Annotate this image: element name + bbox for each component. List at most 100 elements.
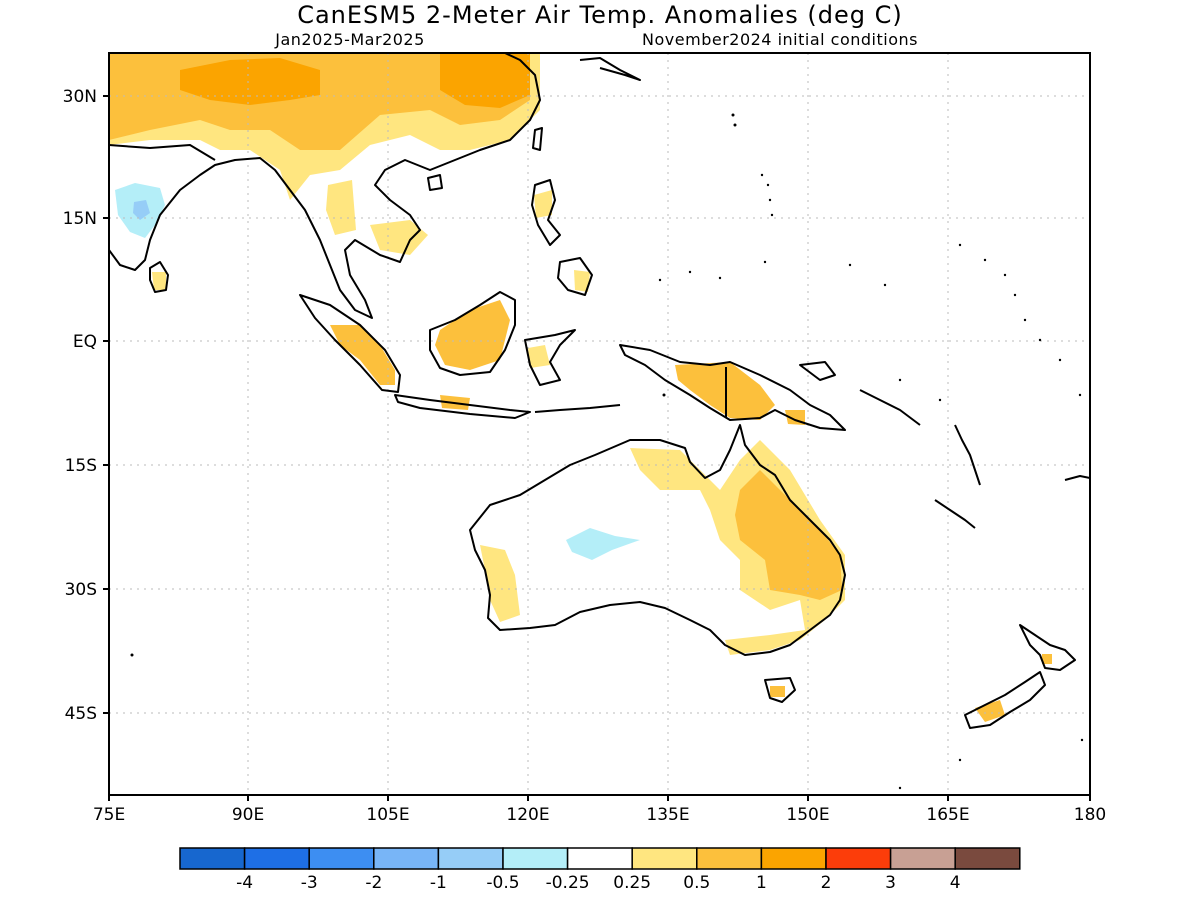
coastline-japan-ryukyu xyxy=(579,57,641,81)
anomaly-region-tasmania xyxy=(770,686,785,697)
anomaly-region-thailand xyxy=(370,220,428,255)
colorbar-swatch xyxy=(502,847,569,870)
coastline-vanuatu xyxy=(954,424,981,486)
anomaly-region-eastchina-strong xyxy=(440,53,530,108)
coastline-bismarck xyxy=(799,361,836,381)
colorbar-swatch xyxy=(889,847,956,870)
island-dot xyxy=(1080,738,1084,742)
colorbar-swatch xyxy=(437,847,504,870)
island-dot xyxy=(898,786,902,790)
anomaly-region-tibet-strong xyxy=(180,58,320,105)
coastline-borneo xyxy=(429,291,516,376)
colorbar-label: -2 xyxy=(365,873,382,893)
anomaly-region-australia-light xyxy=(630,440,845,655)
coastline-newzealand-north xyxy=(1019,624,1076,671)
lat-tick-label: 15S xyxy=(65,456,97,476)
latitude-axis: 30N 15N EQ 15S 30S 45S xyxy=(63,87,109,724)
island-dot xyxy=(983,258,987,262)
colorbar-swatch xyxy=(373,847,440,870)
coastline-solomons xyxy=(859,389,921,426)
island-dot xyxy=(958,758,962,762)
island-dot xyxy=(130,653,134,657)
island-dot xyxy=(731,113,735,117)
colorbar-swatch xyxy=(760,847,827,870)
coastline-australia xyxy=(469,424,846,656)
colorbar-label: 0.5 xyxy=(683,873,710,893)
anomaly-region-newzealand-south xyxy=(975,700,1005,722)
anomaly-region-srilanka xyxy=(152,272,166,290)
island-dot xyxy=(848,263,852,267)
coastline-taiwan xyxy=(532,127,543,151)
anomaly-region-australia-cool xyxy=(566,528,640,560)
island-dot xyxy=(763,260,767,264)
island-dot xyxy=(898,378,902,382)
island-dot xyxy=(883,283,887,287)
lon-tick-label: 120E xyxy=(506,805,549,825)
colorbar-label: -3 xyxy=(301,873,318,893)
island-dot xyxy=(718,276,722,280)
lon-tick-label: 180 xyxy=(1074,805,1106,825)
coastline-new-caledonia xyxy=(934,499,976,529)
coastline-tasmania xyxy=(764,677,796,703)
anomaly-region-newzealand-north xyxy=(1042,654,1052,664)
colorbar-swatch xyxy=(308,847,375,870)
anomaly-region-sumatra xyxy=(330,325,395,385)
lon-tick-label: 75E xyxy=(93,805,125,825)
island-dot xyxy=(658,278,662,282)
colorbar-label: -1 xyxy=(430,873,447,893)
colorbar-swatch xyxy=(566,847,633,870)
island-dot xyxy=(662,393,666,397)
lat-tick-label: 30N xyxy=(63,87,97,107)
lon-tick-label: 165E xyxy=(926,805,969,825)
island-dot xyxy=(766,183,770,187)
map-background xyxy=(109,53,1090,795)
island-dot xyxy=(688,270,692,274)
colorbar-label: 4 xyxy=(950,873,961,893)
lon-tick-label: 135E xyxy=(646,805,689,825)
colorbar-swatch xyxy=(631,847,698,870)
coastline-sulawesi xyxy=(524,329,576,386)
lat-tick-label: EQ xyxy=(73,332,97,352)
colorbar-swatch xyxy=(243,847,310,870)
coastline-philippines-luzon xyxy=(531,179,561,246)
colorbar-label: 3 xyxy=(885,873,896,893)
island-dot xyxy=(958,243,962,247)
colorbar-swatch xyxy=(825,847,892,870)
anomaly-region-mindanao xyxy=(574,270,590,292)
colorbar-swatch xyxy=(954,847,1021,870)
island-dot xyxy=(1013,293,1017,297)
coastline-layer xyxy=(109,53,1090,729)
lon-tick-label: 90E xyxy=(232,805,264,825)
island-dot xyxy=(733,123,737,127)
coastline-srilanka xyxy=(149,261,169,293)
colorbar-label: 1 xyxy=(756,873,767,893)
anomaly-region-philippines xyxy=(534,190,552,218)
map-frame xyxy=(108,52,1091,796)
map-subtitle-period: Jan2025-Mar2025 xyxy=(274,30,425,49)
island-dot xyxy=(1058,358,1062,362)
colorbar-label: 0.25 xyxy=(613,873,651,893)
lat-tick-label: 45S xyxy=(65,704,97,724)
island-dot xyxy=(1078,393,1082,397)
island-dot xyxy=(938,398,942,402)
anomaly-region-australia-west xyxy=(480,545,520,622)
lon-tick-label: 150E xyxy=(786,805,829,825)
coastline-asia xyxy=(109,53,541,319)
colorbar: -4 -3 -2 -1 -0.5 -0.25 0.25 0.5 1 2 3 4 xyxy=(179,847,1021,893)
coastline-hainan xyxy=(427,174,443,191)
lat-tick-label: 15N xyxy=(63,209,97,229)
coastline-india-east xyxy=(109,144,216,161)
colorbar-label: -0.5 xyxy=(486,873,519,893)
lat-tick-label: 30S xyxy=(65,580,97,600)
island-dot xyxy=(1023,318,1027,322)
anomaly-region-sulawesi xyxy=(528,345,550,368)
coastline-lesser-sunda xyxy=(534,404,621,413)
colorbar-label: 2 xyxy=(821,873,832,893)
anomaly-region-borneo xyxy=(435,300,510,370)
coastline-java xyxy=(394,394,531,419)
anomaly-region-india-cooler xyxy=(133,200,150,220)
coastline-newzealand-south xyxy=(964,671,1046,729)
coastline-newguinea xyxy=(619,344,846,431)
island-dot xyxy=(1038,338,1042,342)
coastline-philippines-mindanao xyxy=(557,257,593,296)
